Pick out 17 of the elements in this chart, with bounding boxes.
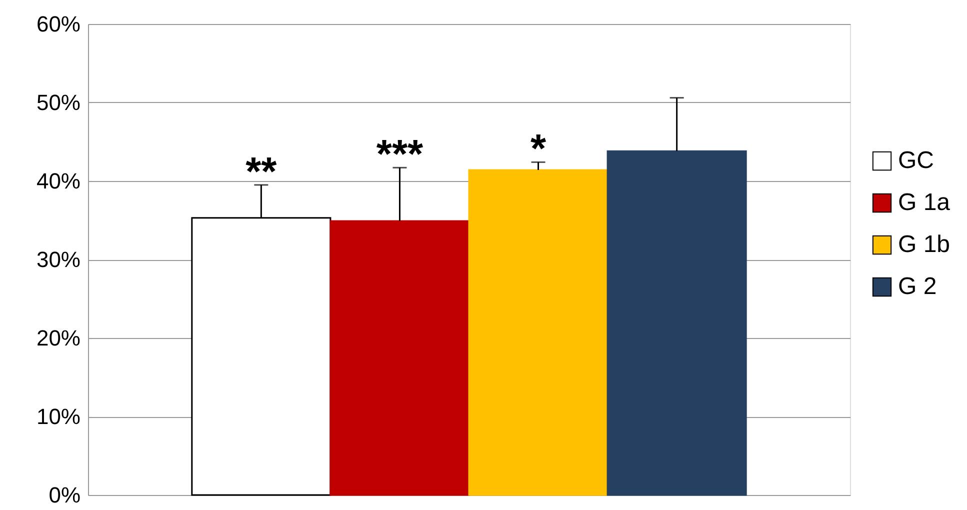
bar xyxy=(606,150,747,496)
bar xyxy=(468,169,608,496)
y-tick-label: 60% xyxy=(36,12,80,36)
annotation: * xyxy=(530,127,546,172)
y-tick-label: 10% xyxy=(36,404,80,429)
annotation: *** xyxy=(376,132,424,177)
y-tick-label: 20% xyxy=(36,326,80,350)
legend-label: G 2 xyxy=(898,273,937,300)
legend-label: GC xyxy=(898,147,934,174)
bar xyxy=(330,220,470,496)
y-tick-label: 0% xyxy=(48,482,80,508)
y-tick-label: 50% xyxy=(36,90,80,115)
annotation: ** xyxy=(246,150,278,194)
y-tick-label: 30% xyxy=(36,247,80,272)
legend-label: G 1a xyxy=(898,189,951,216)
y-tick-label: 40% xyxy=(36,168,80,194)
legend-label: G 1b xyxy=(898,231,950,258)
